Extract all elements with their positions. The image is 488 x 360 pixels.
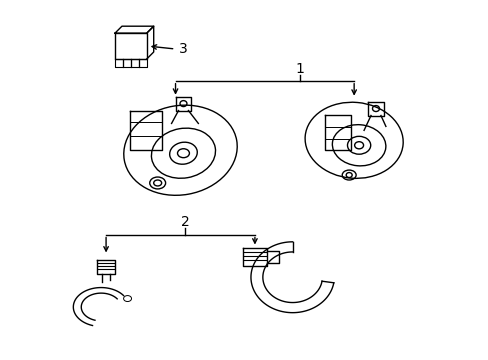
Bar [115, 33, 146, 59]
Text: 2: 2 [181, 215, 189, 229]
Text: 3: 3 [178, 42, 187, 56]
Text: 1: 1 [295, 62, 304, 76]
